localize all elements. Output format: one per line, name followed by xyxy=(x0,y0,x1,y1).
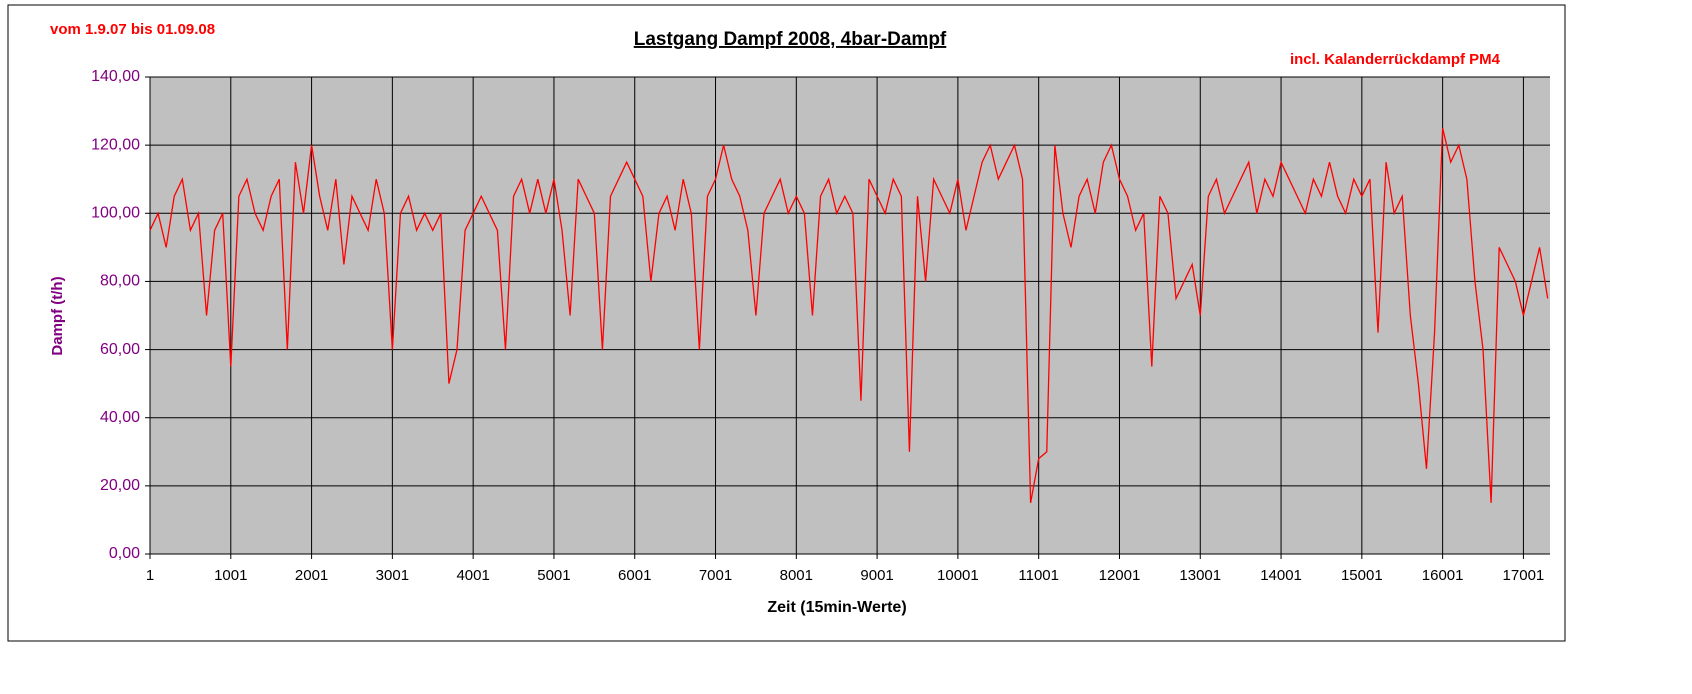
x-tick-label: 14001 xyxy=(1260,567,1302,584)
x-tick-label: 7001 xyxy=(699,567,732,584)
x-tick-label: 15001 xyxy=(1341,567,1383,584)
x-tick-label: 6001 xyxy=(618,567,651,584)
y-tick-label: 80,00 xyxy=(100,273,140,290)
x-tick-label: 11001 xyxy=(1018,567,1059,584)
x-tick-label: 8001 xyxy=(780,567,813,584)
x-tick-label: 1 xyxy=(146,567,154,584)
x-tick-label: 16001 xyxy=(1422,567,1464,584)
x-tick-label: 5001 xyxy=(537,567,570,584)
y-tick-label: 60,00 xyxy=(100,341,140,358)
y-tick-label: 140,00 xyxy=(91,68,140,85)
x-tick-label: 10001 xyxy=(937,567,979,584)
x-tick-label: 13001 xyxy=(1179,567,1221,584)
x-tick-label: 1001 xyxy=(214,567,247,584)
annotation: vom 1.9.07 bis 01.09.08 xyxy=(50,21,215,38)
y-tick-label: 0,00 xyxy=(109,545,140,562)
chart-title: Lastgang Dampf 2008, 4bar-Dampf xyxy=(634,29,947,50)
x-tick-label: 4001 xyxy=(456,567,489,584)
y-tick-label: 100,00 xyxy=(91,205,140,222)
x-tick-label: 17001 xyxy=(1503,567,1545,584)
y-axis-label: Dampf (t/h) xyxy=(49,276,66,355)
y-tick-label: 120,00 xyxy=(91,136,140,153)
x-tick-label: 9001 xyxy=(860,567,893,584)
x-axis-label: Zeit (15min-Werte) xyxy=(767,599,906,616)
x-tick-label: 12001 xyxy=(1099,567,1141,584)
y-tick-label: 20,00 xyxy=(100,477,140,494)
x-tick-label: 2001 xyxy=(295,567,328,584)
plot-area xyxy=(150,77,1550,554)
x-tick-label: 3001 xyxy=(376,567,409,584)
data-line xyxy=(149,127,1549,504)
annotation: incl. Kalanderrückdampf PM4 xyxy=(1290,51,1501,68)
y-tick-label: 40,00 xyxy=(100,409,140,426)
